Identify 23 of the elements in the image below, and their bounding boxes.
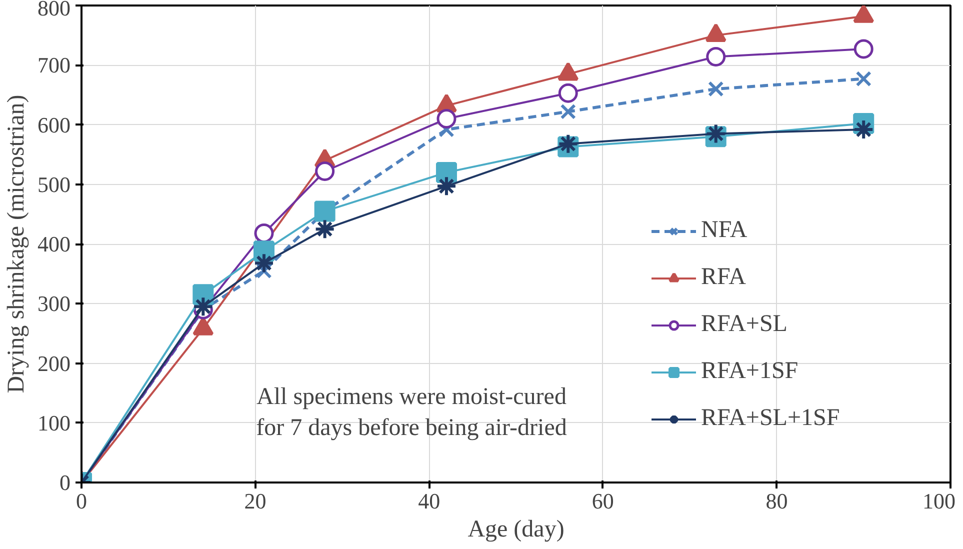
y-tick-label: 300	[38, 291, 70, 316]
y-tick-label: 600	[38, 112, 70, 138]
x-tick-label: 100	[922, 488, 956, 514]
y-tick-label: 0	[60, 470, 70, 495]
x-tick-label: 40	[418, 488, 440, 514]
x-axis-title: Age (day)	[468, 516, 564, 542]
x-tick-label: 0	[76, 488, 87, 514]
legend-label: RFA+1SF	[701, 358, 798, 385]
y-tick-label: 100	[38, 410, 70, 436]
y-tick-label: 500	[38, 172, 70, 197]
legend-label: NFA	[701, 217, 748, 244]
y-tick-label: 700	[38, 52, 70, 78]
y-axis-title: Drying shrinkage (microstrian)	[4, 94, 30, 394]
x-tick-label: 20	[244, 488, 266, 514]
x-tick-label: 80	[766, 488, 788, 514]
legend-label: RFA+SL+1SF	[701, 405, 840, 432]
legend-label: RFA+SL	[701, 311, 788, 338]
x-tick-label: 60	[592, 488, 614, 514]
y-tick-label: 800	[38, 0, 70, 20]
annotation: All specimens were moist-cured for 7 days before being air-dried	[256, 384, 567, 442]
y-tick-label: 200	[38, 350, 70, 376]
legend-label: RFA	[701, 264, 746, 291]
y-tick-label: 400	[38, 232, 70, 256]
